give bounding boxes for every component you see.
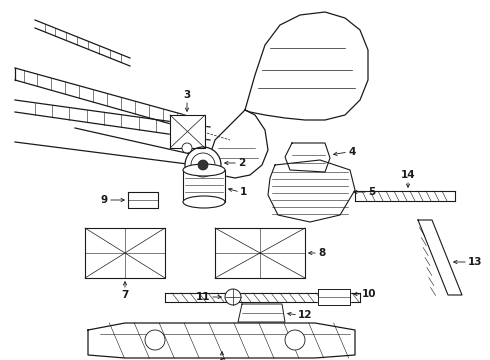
Text: 13: 13 <box>468 257 483 267</box>
Text: 2: 2 <box>238 158 245 168</box>
Polygon shape <box>170 115 205 148</box>
Ellipse shape <box>183 164 225 176</box>
Polygon shape <box>85 228 165 278</box>
Text: 7: 7 <box>122 290 129 300</box>
Polygon shape <box>355 191 455 201</box>
Ellipse shape <box>183 196 225 208</box>
Text: 8: 8 <box>318 248 325 258</box>
Text: 4: 4 <box>348 147 355 157</box>
Text: 6: 6 <box>219 358 225 360</box>
Polygon shape <box>268 160 355 222</box>
Text: 10: 10 <box>362 289 376 299</box>
Polygon shape <box>183 170 225 202</box>
Polygon shape <box>245 12 368 120</box>
Polygon shape <box>88 323 355 358</box>
Polygon shape <box>165 293 360 302</box>
Text: 14: 14 <box>401 170 416 180</box>
Circle shape <box>185 147 221 183</box>
Text: 11: 11 <box>196 292 210 302</box>
Text: 9: 9 <box>101 195 108 205</box>
Circle shape <box>198 160 208 170</box>
Text: 5: 5 <box>368 187 375 197</box>
Text: 1: 1 <box>240 187 247 197</box>
Polygon shape <box>318 289 350 305</box>
Polygon shape <box>210 110 268 178</box>
Polygon shape <box>418 220 462 295</box>
Circle shape <box>225 289 241 305</box>
Polygon shape <box>128 192 158 208</box>
Polygon shape <box>285 143 330 172</box>
Circle shape <box>182 143 192 153</box>
Circle shape <box>285 330 305 350</box>
Polygon shape <box>238 304 285 322</box>
Text: 3: 3 <box>183 90 191 100</box>
Text: 12: 12 <box>298 310 313 320</box>
Circle shape <box>145 330 165 350</box>
Polygon shape <box>215 228 305 278</box>
